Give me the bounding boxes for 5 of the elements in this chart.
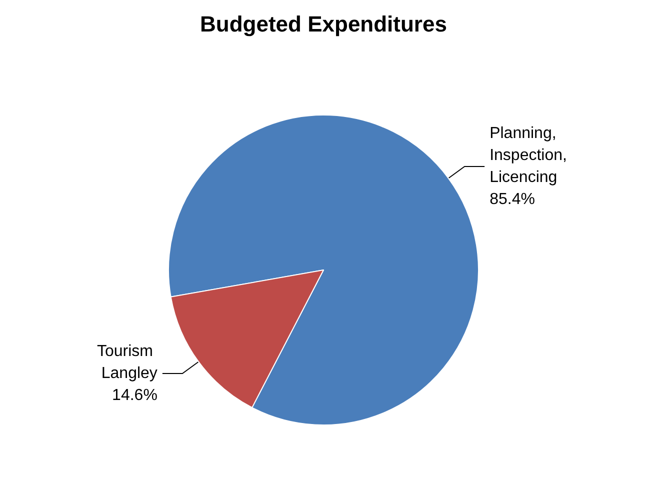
- slice-label: Tourism Langley: [96, 343, 158, 382]
- slice-label: Planning, Inspection, Licencing: [490, 124, 572, 186]
- data-label: 85.4%: [490, 190, 535, 208]
- chart-title: Budgeted Expenditures: [200, 12, 447, 36]
- data-label: 14.6%: [112, 387, 158, 404]
